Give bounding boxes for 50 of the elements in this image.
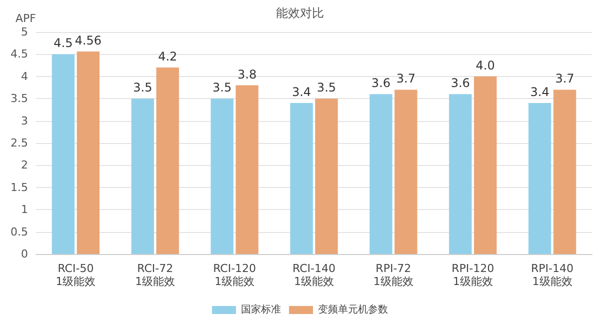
data-label: 4.5 [54,36,73,50]
y-tick-label: 5 [21,26,28,38]
bar [474,76,497,254]
x-tick-label: RPI-140 1级能效 [531,262,574,288]
y-tick-label: 4 [21,70,28,83]
y-tick-label: 3 [21,114,28,128]
data-label: 3.7 [396,72,416,86]
bar [236,85,258,254]
y-tick-label: 2 [21,158,28,172]
bar [528,103,552,254]
data-label: 4.56 [74,34,102,48]
y-axis-title: APF [16,12,36,25]
bar [370,94,392,254]
bar [156,68,179,254]
bar [290,103,313,254]
bar [52,54,75,254]
x-tick-label: RPI-120 1级能效 [452,262,494,288]
y-tick-label: 0.5 [10,225,28,238]
data-label: 3.6 [371,76,390,90]
bar [315,98,338,254]
x-tick-label: RCI-72 1级能效 [135,262,176,288]
bar [394,90,418,254]
bar [76,52,100,254]
data-label: 4.2 [158,50,178,64]
bar [553,90,576,254]
data-label: 3.4 [530,85,550,100]
x-tick-label: RCI-140 1级能效 [292,262,336,288]
y-tick-label: 0 [21,248,28,260]
legend-label: 变频单元机参数 [318,304,388,316]
y-tick-label: 1.5 [10,180,28,194]
data-label: 3.5 [316,80,336,95]
data-label: 3.4 [292,85,312,100]
bar [210,98,234,254]
y-tick-label: 3.5 [10,92,28,106]
legend-label: 国家标准 [241,304,281,316]
data-label: 3.5 [212,80,232,95]
data-label: 4.0 [476,58,495,72]
x-tick-label: RPI-72 1级能效 [373,262,414,288]
data-label: 3.6 [450,76,470,90]
chart-title: 能效对比 [276,6,324,20]
x-tick-label: RCI-50 1级能效 [56,262,96,288]
bar [449,94,472,254]
y-tick-label: 1 [21,203,28,216]
x-tick-label: RCI-120 1级能效 [213,262,256,288]
bar [131,98,154,254]
data-label: 3.5 [133,80,152,95]
data-label: 3.7 [555,72,574,86]
y-tick-label: 4.5 [10,48,28,61]
y-tick-label: 2.5 [10,136,28,150]
data-label: 3.8 [238,67,257,82]
